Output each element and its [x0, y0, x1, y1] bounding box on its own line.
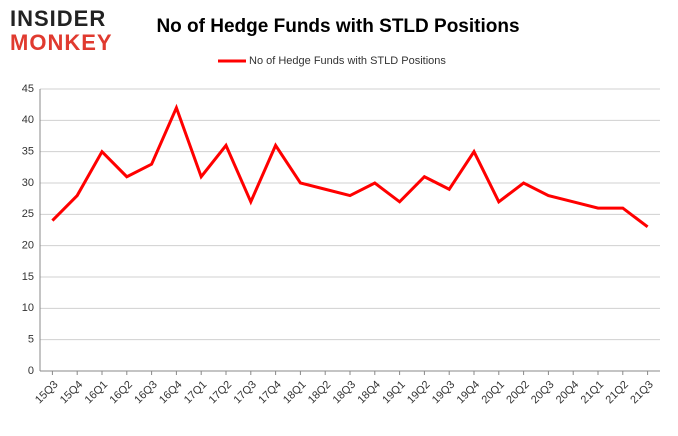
x-tick-label: 18Q2	[306, 379, 334, 407]
x-tick-label: 16Q3	[132, 379, 160, 407]
x-tick-label: 15Q4	[58, 379, 86, 407]
x-tick-label: 20Q4	[554, 379, 582, 407]
x-tick-label: 20Q1	[479, 379, 507, 407]
legend-label: No of Hedge Funds with STLD Positions	[249, 55, 446, 67]
y-tick-label: 25	[22, 208, 34, 220]
data-line	[51, 103, 649, 229]
x-tick-label: 18Q4	[355, 379, 383, 407]
y-tick-label: 5	[28, 334, 34, 346]
x-tick-label: 17Q3	[231, 379, 259, 407]
y-tick-label: 40	[22, 114, 34, 126]
x-tick-label: 16Q2	[107, 379, 135, 407]
y-tick-label: 45	[22, 83, 34, 95]
x-tick-label: 21Q2	[603, 379, 631, 407]
x-tick-label: 20Q2	[504, 379, 532, 407]
x-tick-label: 16Q4	[157, 379, 185, 407]
x-tick-label: 21Q1	[579, 379, 607, 407]
y-tick-label: 20	[22, 240, 34, 252]
x-tick-label: 19Q1	[380, 379, 408, 407]
x-tick-label: 19Q4	[455, 379, 483, 407]
x-tick-label: 15Q3	[33, 379, 61, 407]
y-tick-label: 10	[22, 302, 34, 314]
x-tick-label: 17Q4	[256, 379, 284, 407]
logo-text: MONKEY	[10, 30, 113, 55]
y-tick-label: 0	[28, 365, 34, 377]
x-tick-label: 20Q3	[529, 379, 557, 407]
y-tick-label: 15	[22, 271, 34, 283]
x-tick-label: 19Q3	[430, 379, 458, 407]
chart-title: No of Hedge Funds with STLD Positions	[156, 16, 519, 37]
x-tick-label: 18Q3	[331, 379, 359, 407]
y-tick-label: 30	[22, 177, 34, 189]
logo-text: INSIDER	[10, 6, 106, 31]
x-tick-label: 21Q3	[628, 379, 656, 407]
x-tick-label: 17Q1	[182, 379, 210, 407]
y-tick-label: 35	[22, 146, 34, 158]
x-tick-label: 18Q1	[281, 379, 309, 407]
x-tick-label: 17Q2	[207, 379, 235, 407]
x-tick-label: 19Q2	[405, 379, 433, 407]
x-tick-label: 16Q1	[83, 379, 111, 407]
